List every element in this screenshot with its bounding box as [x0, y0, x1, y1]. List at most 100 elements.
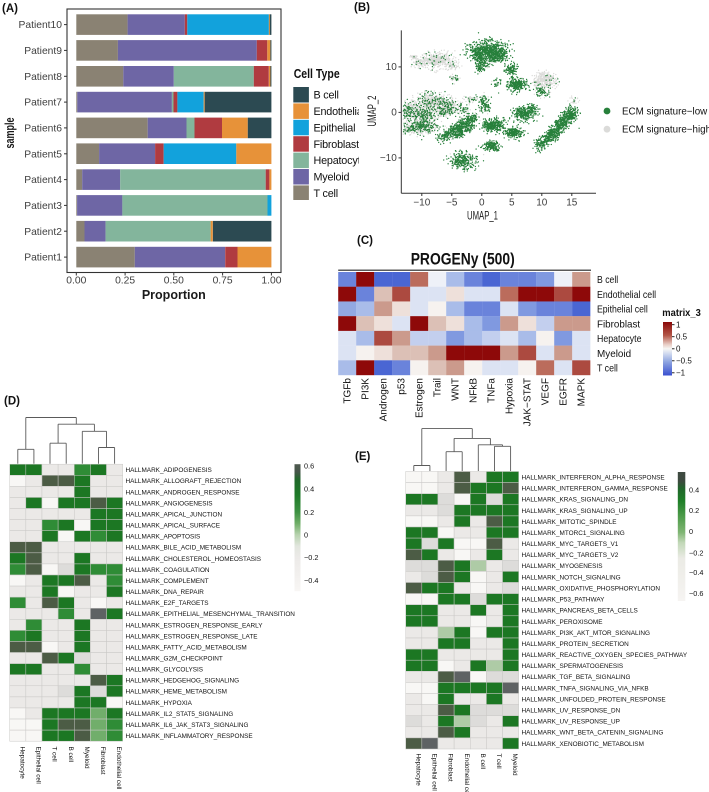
svg-text:(B): (B) — [354, 2, 370, 14]
svg-text:HALLMARK_INFLAMMATORY_RESPONSE: HALLMARK_INFLAMMATORY_RESPONSE — [126, 733, 253, 740]
svg-text:Fibroblast: Fibroblast — [314, 139, 360, 151]
svg-text:0.4: 0.4 — [304, 485, 314, 494]
svg-text:B cell: B cell — [314, 90, 339, 102]
svg-text:Patient9: Patient9 — [24, 46, 62, 57]
svg-text:HALLMARK_IL6_JAK_STAT3_SIGNALI: HALLMARK_IL6_JAK_STAT3_SIGNALING — [126, 722, 249, 729]
svg-text:B cell: B cell — [479, 754, 486, 770]
svg-text:0.6: 0.6 — [304, 462, 314, 471]
svg-text:EGFR: EGFR — [559, 378, 570, 406]
svg-text:HALLMARK_MYC_TARGETS_V2: HALLMARK_MYC_TARGETS_V2 — [522, 552, 619, 559]
svg-text:Trail: Trail — [433, 378, 444, 397]
svg-text:B cell: B cell — [67, 747, 74, 763]
svg-text:HALLMARK_MYOGENESIS: HALLMARK_MYOGENESIS — [522, 563, 603, 570]
svg-text:10: 10 — [536, 197, 548, 208]
svg-text:HALLMARK_IL2_STAT5_SIGNALING: HALLMARK_IL2_STAT5_SIGNALING — [126, 711, 234, 718]
svg-text:0: 0 — [689, 527, 693, 536]
svg-text:1: 1 — [676, 321, 681, 330]
svg-text:Myeloid: Myeloid — [511, 754, 518, 776]
svg-text:JAK−STAT: JAK−STAT — [523, 378, 534, 426]
svg-text:1.00: 1.00 — [261, 276, 281, 287]
svg-text:0.5: 0.5 — [676, 333, 688, 342]
svg-text:0.2: 0.2 — [689, 506, 699, 515]
svg-text:TGFb: TGFb — [343, 378, 354, 404]
svg-text:T cell: T cell — [314, 188, 338, 200]
svg-text:Patient2: Patient2 — [24, 227, 62, 238]
svg-text:PROGENy (500): PROGENy (500) — [411, 250, 515, 269]
svg-text:PI3K: PI3K — [361, 378, 372, 400]
svg-text:Patient6: Patient6 — [24, 124, 62, 135]
svg-text:HALLMARK_FATTY_ACID_METABOLISM: HALLMARK_FATTY_ACID_METABOLISM — [126, 644, 247, 651]
svg-text:T cell: T cell — [597, 364, 618, 375]
svg-text:HALLMARK_PROTEIN_SECRETION: HALLMARK_PROTEIN_SECRETION — [522, 641, 630, 648]
svg-text:HALLMARK_APICAL_JUNCTION: HALLMARK_APICAL_JUNCTION — [126, 512, 223, 519]
svg-text:VEGF: VEGF — [541, 378, 552, 405]
svg-text:Myeloid: Myeloid — [597, 349, 631, 360]
svg-text:HALLMARK_MITOTIC_SPINDLE: HALLMARK_MITOTIC_SPINDLE — [522, 519, 617, 526]
svg-text:MAPK: MAPK — [577, 378, 588, 407]
svg-text:−0.5: −0.5 — [676, 357, 692, 366]
svg-text:−1: −1 — [676, 369, 686, 378]
svg-text:0.75: 0.75 — [213, 276, 233, 287]
svg-text:HALLMARK_ANDROGEN_RESPONSE: HALLMARK_ANDROGEN_RESPONSE — [126, 489, 240, 496]
svg-text:HALLMARK_INTERFERON_GAMMA_RESP: HALLMARK_INTERFERON_GAMMA_RESPONSE — [522, 486, 668, 493]
svg-text:(C): (C) — [357, 235, 373, 247]
svg-text:HALLMARK_TNFA_SIGNALING_VIA_NF: HALLMARK_TNFA_SIGNALING_VIA_NFKB — [522, 685, 649, 692]
svg-text:HALLMARK_APOPTOSIS: HALLMARK_APOPTOSIS — [126, 534, 201, 541]
svg-text:HALLMARK_PANCREAS_BETA_CELLS: HALLMARK_PANCREAS_BETA_CELLS — [522, 608, 638, 615]
svg-text:Hypoxia: Hypoxia — [505, 378, 516, 415]
svg-text:Androgen: Androgen — [379, 378, 390, 421]
svg-text:Endothelial: Endothelial — [314, 106, 365, 118]
svg-text:Patient10: Patient10 — [18, 20, 62, 31]
svg-text:HALLMARK_ESTROGEN_RESPONSE_EAR: HALLMARK_ESTROGEN_RESPONSE_EARLY — [126, 622, 264, 629]
svg-text:(D): (D) — [4, 396, 20, 408]
svg-text:−0.4: −0.4 — [689, 568, 703, 577]
svg-text:Myeloid: Myeloid — [314, 172, 350, 184]
svg-text:−0.4: −0.4 — [304, 576, 318, 585]
svg-text:Endothelial cell: Endothelial cell — [115, 747, 122, 790]
svg-text:ECM signature−low: ECM signature−low — [622, 106, 708, 117]
svg-text:15: 15 — [566, 197, 578, 208]
svg-text:HALLMARK_COAGULATION: HALLMARK_COAGULATION — [126, 567, 210, 574]
svg-text:Hepatocyte: Hepatocyte — [314, 155, 367, 167]
svg-text:(A): (A) — [2, 3, 18, 15]
svg-text:TNFa: TNFa — [487, 378, 498, 403]
svg-text:0: 0 — [391, 108, 397, 119]
svg-text:Proportion: Proportion — [142, 288, 206, 302]
svg-text:T cell: T cell — [51, 747, 58, 762]
svg-text:T cell: T cell — [495, 754, 502, 769]
svg-text:HALLMARK_E2F_TARGETS: HALLMARK_E2F_TARGETS — [126, 600, 209, 607]
svg-text:HALLMARK_UNFOLDED_PROTEIN_RESP: HALLMARK_UNFOLDED_PROTEIN_RESPONSE — [522, 696, 666, 703]
svg-text:Patient1: Patient1 — [24, 253, 62, 264]
svg-text:UMAP_1: UMAP_1 — [467, 209, 498, 223]
svg-text:0: 0 — [676, 345, 681, 354]
svg-text:HALLMARK_MYC_TARGETS_V1: HALLMARK_MYC_TARGETS_V1 — [522, 541, 619, 548]
svg-text:Fibroblast: Fibroblast — [447, 754, 454, 782]
svg-text:Patient7: Patient7 — [24, 98, 62, 109]
svg-text:HALLMARK_NOTCH_SIGNALING: HALLMARK_NOTCH_SIGNALING — [522, 574, 621, 581]
svg-text:Hepatocyte: Hepatocyte — [18, 747, 25, 780]
svg-text:Fibroblast: Fibroblast — [597, 319, 640, 330]
svg-text:0.00: 0.00 — [66, 276, 86, 287]
svg-text:0.50: 0.50 — [164, 276, 184, 287]
svg-text:HALLMARK_INTERFERON_ALPHA_RESP: HALLMARK_INTERFERON_ALPHA_RESPONSE — [522, 474, 665, 481]
svg-text:HALLMARK_PI3K_AKT_MTOR_SIGNALI: HALLMARK_PI3K_AKT_MTOR_SIGNALING — [522, 630, 650, 637]
svg-text:Patient8: Patient8 — [24, 72, 62, 83]
svg-text:NFkB: NFkB — [469, 378, 480, 403]
svg-text:Endothelial cell: Endothelial cell — [463, 754, 470, 792]
svg-text:Patient3: Patient3 — [24, 201, 62, 212]
svg-text:HALLMARK_CHOLESTEROL_HOMEOSTAS: HALLMARK_CHOLESTEROL_HOMEOSTASIS — [126, 556, 262, 563]
svg-text:UMAP_2: UMAP_2 — [365, 95, 379, 126]
svg-text:−10: −10 — [380, 153, 397, 164]
svg-text:p53: p53 — [397, 378, 408, 395]
svg-text:HALLMARK_HYPOXIA: HALLMARK_HYPOXIA — [126, 700, 193, 707]
svg-text:matrix_3: matrix_3 — [662, 308, 701, 319]
svg-text:HALLMARK_EPITHELIAL_MESENCHYMA: HALLMARK_EPITHELIAL_MESENCHYMAL_TRANSITI… — [126, 611, 296, 618]
svg-text:HALLMARK_ESTROGEN_RESPONSE_LAT: HALLMARK_ESTROGEN_RESPONSE_LATE — [126, 633, 258, 640]
svg-text:Patient5: Patient5 — [24, 149, 62, 160]
svg-text:HALLMARK_PEROXISOME: HALLMARK_PEROXISOME — [522, 619, 603, 626]
svg-text:HALLMARK_KRAS_SIGNALING_UP: HALLMARK_KRAS_SIGNALING_UP — [522, 508, 628, 515]
svg-text:Epithelial: Epithelial — [314, 122, 356, 134]
svg-text:5: 5 — [509, 197, 515, 208]
svg-text:0.4: 0.4 — [689, 486, 699, 495]
svg-text:sample: sample — [2, 118, 17, 149]
